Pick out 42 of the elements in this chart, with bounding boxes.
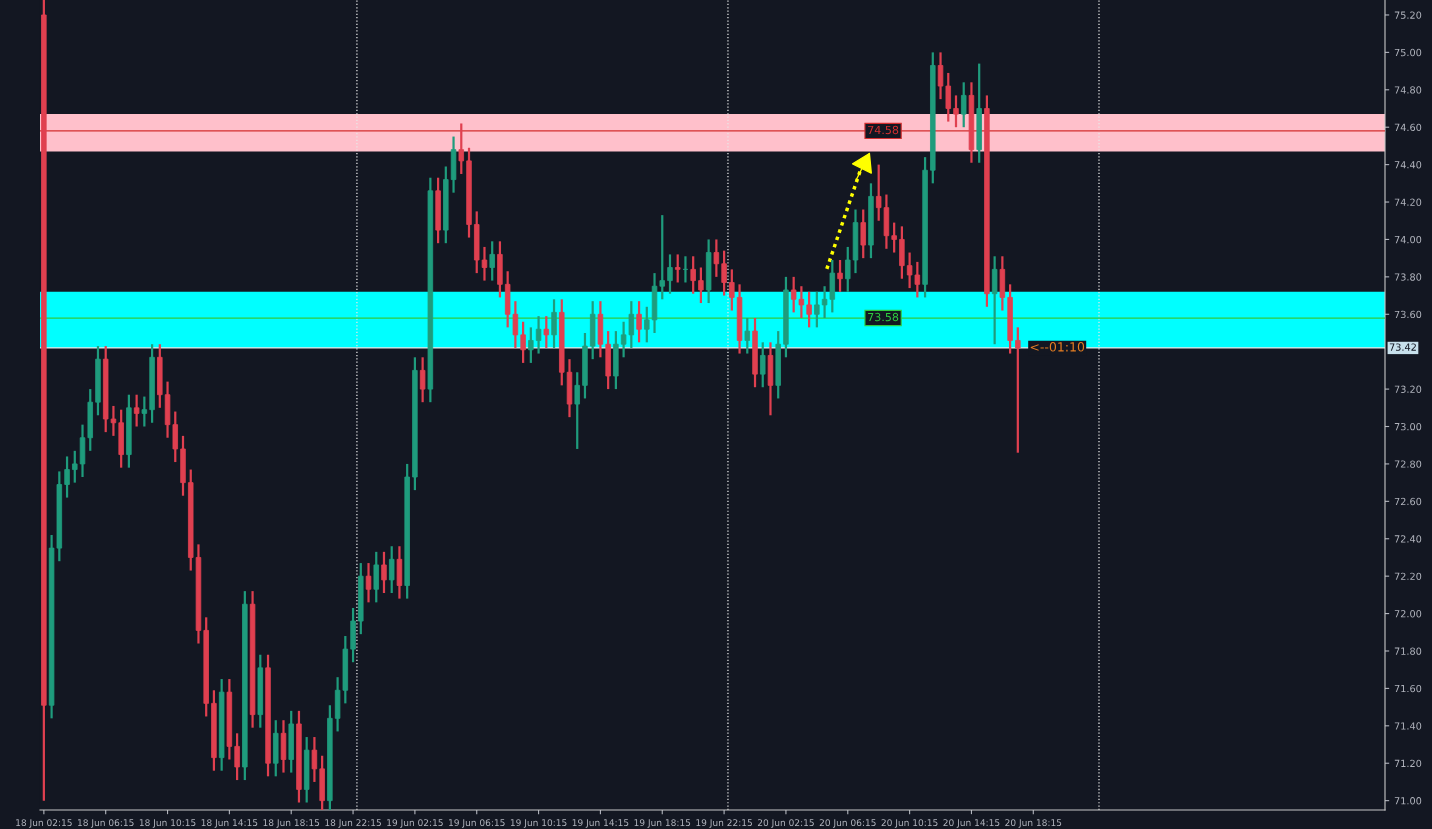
x-tick-label: 19 Jun 10:15: [510, 819, 567, 828]
y-tick-label: 73.20: [1394, 385, 1422, 393]
y-tick-label: 71.40: [1394, 722, 1422, 730]
x-tick-label: 18 Jun 10:15: [139, 819, 196, 828]
ref-line-label: 74.58: [868, 125, 899, 135]
y-tick-label: 72.20: [1394, 572, 1422, 580]
x-tick-label: 19 Jun 02:15: [387, 819, 443, 828]
y-tick-label: 74.80: [1394, 86, 1422, 94]
y-tick-label: 74.60: [1394, 123, 1422, 132]
y-tick-label: 72.60: [1394, 497, 1422, 506]
y-tick-label: 71.00: [1394, 797, 1422, 805]
y-tick-label: 72.00: [1394, 610, 1422, 618]
y-tick-label: 71.20: [1394, 759, 1422, 768]
x-tick-label: 18 Jun 22:15: [325, 819, 381, 828]
y-tick-label: 71.80: [1394, 647, 1422, 655]
y-tick-label: 73.00: [1394, 422, 1422, 431]
y-tick-label: 71.60: [1394, 684, 1422, 693]
y-tick-label: 73.60: [1394, 310, 1422, 319]
x-tick-label: 19 Jun 22:15: [696, 819, 752, 828]
x-tick-label: 20 Jun 02:15: [757, 819, 814, 828]
x-tick-label: 19 Jun 14:15: [572, 819, 629, 828]
x-tick-label: 19 Jun 18:15: [634, 819, 691, 828]
y-tick-label: 75.00: [1394, 48, 1422, 57]
x-tick-label: 19 Jun 06:15: [449, 819, 505, 828]
x-tick-label: 20 Jun 14:15: [943, 819, 1000, 828]
y-tick-label: 74.40: [1394, 161, 1422, 169]
y-tick-label: 72.80: [1394, 460, 1422, 468]
x-tick-label: 20 Jun 18:15: [1005, 819, 1062, 828]
x-tick-label: 18 Jun 18:15: [263, 819, 320, 828]
x-tick-label: 20 Jun 10:15: [881, 819, 938, 828]
y-tick-label: 75.20: [1394, 11, 1422, 19]
annotation: <--01:10: [1030, 342, 1085, 352]
x-tick-label: 18 Jun 14:15: [201, 819, 258, 828]
x-tick-label: 18 Jun 02:15: [16, 819, 72, 828]
y-tick-label: 74.20: [1394, 198, 1422, 206]
y-tick-label: 72.40: [1394, 535, 1422, 543]
y-tick-label: 74.00: [1394, 235, 1422, 244]
x-tick-label: 20 Jun 06:15: [819, 819, 876, 828]
ref-line-label: 73.42: [1389, 343, 1416, 351]
x-tick-label: 18 Jun 06:15: [78, 819, 134, 828]
y-tick-label: 73.80: [1394, 273, 1422, 281]
ref-line-label: 73.58: [868, 312, 899, 322]
